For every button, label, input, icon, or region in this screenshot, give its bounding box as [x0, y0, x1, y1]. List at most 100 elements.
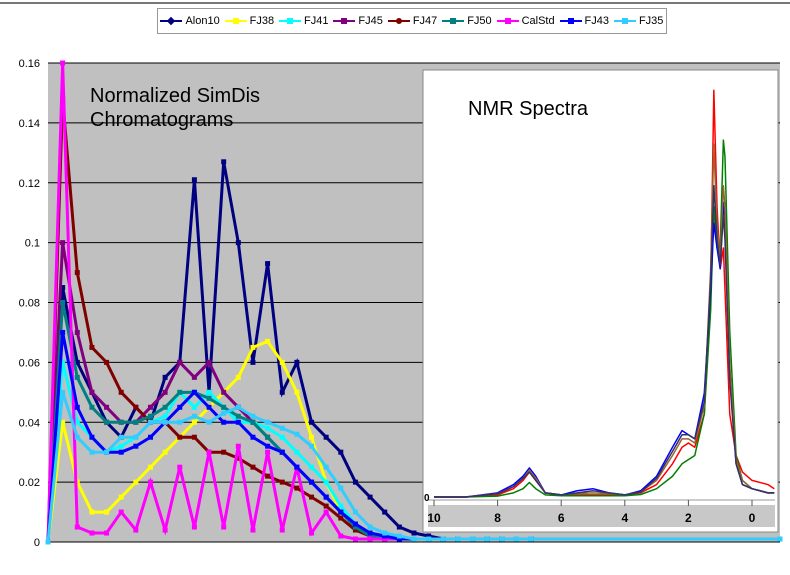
nmr-series-group: [434, 89, 775, 498]
nmr-chart-title: NMR Spectra: [468, 98, 589, 120]
data-point-FJ47: [338, 515, 344, 521]
data-point-FJ38: [60, 419, 66, 425]
data-point-CalStd: [309, 530, 315, 536]
data-point-CalStd: [323, 509, 329, 515]
data-point-CalStd: [382, 536, 388, 542]
data-point-FJ35: [147, 419, 153, 425]
data-point-FJ43: [265, 443, 271, 449]
data-point-CalStd: [221, 524, 227, 530]
data-point-FJ38: [133, 479, 139, 485]
data-point-CalStd: [177, 464, 183, 470]
data-point-FJ47: [133, 404, 139, 410]
data-point-FJ43: [221, 419, 227, 425]
data-point-FJ35: [235, 404, 241, 410]
data-point-FJ35: [777, 536, 783, 542]
series-FJ35: [45, 389, 783, 545]
data-point-FJ43: [60, 329, 66, 335]
data-point-FJ50: [221, 404, 227, 410]
nmr-x-tick-label: 4: [621, 511, 628, 525]
data-point-Alon10: [60, 285, 66, 291]
data-point-FJ47: [279, 479, 285, 485]
data-point-FJ35: [470, 536, 476, 542]
legend-item-FJ45: FJ45: [333, 15, 383, 27]
data-point-FJ41: [265, 425, 271, 431]
data-point-Alon10: [279, 389, 285, 395]
data-point-Alon10: [382, 509, 388, 515]
data-point-FJ50: [265, 434, 271, 440]
data-point-FJ38: [118, 494, 124, 500]
data-point-FJ43: [250, 434, 256, 440]
data-point-FJ38: [89, 509, 95, 515]
data-point-CalStd: [191, 524, 197, 530]
data-point-Alon10: [396, 524, 402, 530]
legend-item-FJ38: FJ38: [224, 15, 275, 27]
legend-item-FJ41: FJ41: [279, 15, 329, 27]
data-point-FJ35: [513, 536, 519, 542]
data-point-FJ50: [104, 419, 110, 425]
data-point-FJ41: [338, 503, 344, 509]
legend-swatch-plus-icon: [442, 18, 465, 24]
nmr-x-axis-band: [428, 505, 775, 527]
data-point-Alon10: [235, 240, 241, 246]
data-point-FJ45: [74, 329, 80, 335]
data-point-FJ35: [382, 530, 388, 536]
data-point-FJ50: [133, 419, 139, 425]
data-point-FJ35: [45, 539, 51, 545]
data-point-FJ35: [60, 389, 66, 395]
data-point-FJ35: [206, 419, 212, 425]
data-point-FJ35: [411, 536, 417, 542]
data-point-FJ50: [352, 524, 358, 530]
legend-swatch-dash-icon: [613, 18, 636, 24]
legend-swatch-star-icon: [333, 18, 356, 24]
y-tick-label: 0.08: [19, 298, 40, 310]
data-point-FJ50: [60, 300, 66, 305]
data-point-FJ50: [162, 404, 168, 410]
data-point-FJ45: [177, 359, 183, 365]
legend-label: FJ50: [467, 15, 492, 27]
data-point-FJ45: [191, 374, 197, 380]
data-point-FJ50: [367, 533, 373, 539]
data-point-Alon10: [265, 261, 271, 267]
legend-label: FJ41: [304, 15, 329, 27]
data-point-FJ35: [426, 536, 432, 542]
nmr-spectrum-line-2: [434, 139, 775, 498]
nmr-spectrum-line-5: [434, 185, 775, 498]
data-point-Alon10: [74, 359, 80, 365]
data-point-FJ47: [294, 485, 300, 491]
y-tick-label: 0.02: [19, 477, 40, 489]
data-point-FJ35: [528, 536, 534, 542]
data-point-FJ43: [191, 389, 197, 395]
legend-label: FJ38: [249, 15, 275, 27]
legend-label: Alon10: [185, 15, 220, 27]
data-point-Alon10: [191, 177, 197, 183]
data-point-CalStd: [147, 479, 153, 485]
data-point-FJ38: [279, 359, 285, 365]
legend-item-FJ50: FJ50: [442, 15, 492, 27]
data-point-FJ35: [177, 419, 183, 425]
data-point-FJ38: [162, 449, 168, 455]
data-point-FJ35: [133, 434, 139, 440]
data-point-CalStd: [338, 533, 344, 539]
data-point-Alon10: [426, 533, 432, 539]
data-point-FJ35: [352, 509, 358, 515]
legend-label: CalStd: [521, 15, 555, 27]
y-tick-label: 0.14: [19, 118, 40, 130]
data-point-FJ47: [235, 455, 241, 461]
nmr-x-tick-label: 6: [558, 511, 565, 525]
data-point-CalStd: [279, 527, 285, 533]
data-point-FJ43: [352, 521, 358, 527]
data-point-CalStd: [60, 60, 66, 66]
data-point-FJ47: [221, 449, 227, 455]
data-point-FJ41: [118, 443, 124, 449]
legend-swatch-triangle-icon: [224, 18, 247, 24]
nmr-x-tick-label: 0: [749, 511, 756, 525]
legend-swatch-dash-icon: [559, 18, 582, 24]
data-point-Alon10: [338, 449, 344, 455]
data-point-CalStd: [118, 509, 124, 515]
data-point-Alon10: [352, 479, 358, 485]
data-point-FJ50: [74, 374, 80, 380]
y-tick-label: 0: [34, 537, 40, 549]
data-point-FJ35: [455, 536, 461, 542]
data-point-FJ45: [162, 389, 168, 395]
